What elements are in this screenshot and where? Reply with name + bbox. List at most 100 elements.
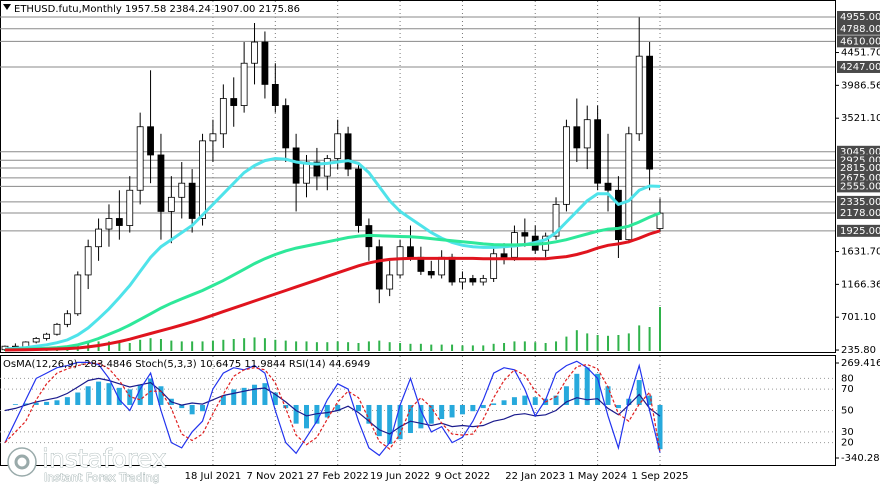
volume-bar: [201, 341, 204, 351]
osma-bar: [574, 373, 580, 405]
volume-bar: [107, 341, 110, 351]
level-label: 2675.00: [840, 173, 880, 184]
candle-body: [479, 278, 487, 283]
candle-body: [344, 133, 352, 170]
chart-title: ETHUSD.futu,Monthly 1957.58 2384.24 1907…: [14, 4, 300, 15]
candle-body: [334, 133, 342, 159]
osma-bar: [96, 381, 102, 405]
level-label: 2335.00: [840, 197, 880, 208]
level-label: 2555.00: [840, 181, 880, 192]
level-label: 4955.00: [840, 12, 880, 23]
candle-body: [43, 333, 50, 339]
candle-body: [84, 246, 92, 276]
x-tick-label: 27 Feb 2022: [307, 471, 369, 482]
osma-bar: [605, 386, 611, 405]
candle-body: [355, 168, 362, 226]
osma-bar: [54, 400, 60, 405]
osma-bar: [64, 397, 70, 405]
candle-body: [490, 253, 498, 279]
level-label: 2925.00: [840, 155, 880, 166]
volume-bar: [388, 342, 391, 351]
candle-body: [115, 218, 123, 226]
y-tick-label: 4451.70: [841, 48, 880, 59]
volume-bar: [565, 336, 568, 351]
candle-body: [157, 154, 165, 212]
oscillator-line: [4, 362, 661, 452]
volume-bar: [430, 344, 433, 351]
candle-body: [95, 228, 102, 248]
volume-bar: [284, 340, 287, 351]
candle-body: [396, 246, 404, 276]
osma-bar: [615, 404, 621, 409]
candle-body: [230, 98, 238, 106]
candle-body: [136, 126, 144, 191]
watermark: instaforex Instant Forex Trading: [7, 444, 167, 484]
level-label-bg: [837, 162, 880, 175]
volume-bar: [638, 325, 641, 351]
osma-bar: [480, 404, 486, 409]
oscillator-title: OsMA(12,26,9) -283.4846 Stoch(5,3,3) 10.…: [3, 359, 370, 370]
candle-body: [635, 55, 643, 135]
candle-body: [625, 133, 633, 241]
level-label-bg: [837, 35, 880, 48]
volume-bar: [399, 343, 402, 351]
y-tick-label: 235.80: [841, 345, 876, 356]
candle-body: [53, 323, 61, 335]
candle-body: [147, 126, 154, 156]
x-tick-label: 7 Nov 2021: [246, 471, 304, 482]
volume-bar: [471, 345, 474, 351]
x-tick-label: 1 Sep 2025: [631, 471, 688, 482]
volume-bar: [232, 339, 235, 351]
y-tick-label: 50: [841, 406, 854, 417]
level-label-bg: [837, 22, 880, 35]
osma-bar: [470, 404, 476, 412]
y-tick-label: 3521.10: [841, 113, 880, 124]
volume-bar: [440, 344, 443, 351]
level-label: 2178.00: [840, 208, 880, 219]
level-label-bg: [837, 224, 880, 237]
volume-bar: [659, 307, 661, 351]
osma-bar: [595, 373, 601, 405]
volume-bar: [191, 341, 194, 351]
osma-bar: [511, 397, 517, 405]
y-tick-label: 3986.56: [841, 80, 880, 91]
osma-bar: [44, 401, 50, 405]
watermark-tagline: Instant Forex Trading: [44, 471, 160, 484]
volume-bar: [118, 343, 121, 351]
volume-bar: [326, 342, 329, 351]
level-label: 3045.00: [840, 147, 880, 158]
osma-bar: [283, 404, 289, 409]
osma-bar: [449, 404, 455, 418]
volume-bar: [305, 341, 308, 351]
osma-bar: [12, 404, 18, 405]
volume-bar: [149, 338, 152, 351]
oscillator-line: [4, 377, 661, 435]
volume-bar: [534, 342, 537, 351]
x-tick-label: 18 Jul 2021: [185, 471, 242, 482]
volume-bar: [627, 333, 630, 351]
volume-bar: [211, 340, 214, 351]
osma-bar: [179, 404, 185, 409]
candle-body: [583, 119, 591, 149]
osma-bar: [647, 395, 653, 405]
osma-bar: [189, 404, 195, 415]
candle-body: [240, 62, 248, 106]
candle-body: [563, 126, 570, 205]
candle-body: [271, 84, 279, 106]
osma-bar: [158, 386, 164, 405]
level-label: 4788.00: [840, 24, 880, 35]
volume-bar: [378, 340, 381, 351]
osma-bar: [366, 404, 372, 424]
moving-average: [4, 211, 661, 352]
osma-bar: [428, 404, 434, 424]
watermark-logo-inner: [14, 454, 30, 470]
volume-bar: [180, 341, 183, 351]
y2-tick-label: -340.2828: [841, 453, 880, 464]
osma-bar: [106, 383, 112, 405]
candle-body: [126, 189, 134, 226]
main-panel-frame: [0, 0, 836, 353]
volume-bar: [367, 341, 370, 351]
candle-body: [407, 246, 414, 258]
osma-bar: [200, 404, 206, 412]
